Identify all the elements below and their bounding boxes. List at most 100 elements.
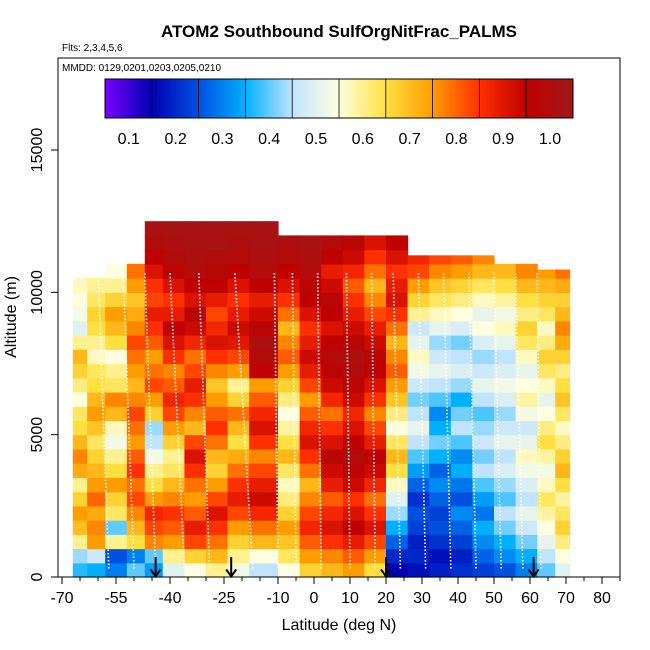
heatmap-cell bbox=[227, 320, 250, 336]
heatmap-cell bbox=[450, 278, 473, 293]
heatmap-cell bbox=[184, 548, 207, 564]
heatmap-cell bbox=[87, 434, 106, 450]
heatmap-cell bbox=[184, 221, 207, 236]
heatmap-cell bbox=[144, 363, 164, 379]
heatmap-cell bbox=[515, 434, 538, 450]
colorbar-tick-label: 1.0 bbox=[539, 131, 561, 148]
heatmap-cell bbox=[342, 477, 365, 493]
heatmap-cell bbox=[515, 292, 538, 308]
flight-traces bbox=[97, 272, 542, 569]
heatmap-cell bbox=[364, 491, 387, 507]
heatmap-cell bbox=[206, 477, 229, 493]
heatmap-cell bbox=[227, 306, 250, 322]
x-tick-label: -10 bbox=[266, 590, 289, 607]
heatmap-cell bbox=[105, 420, 128, 436]
heatmap-cell bbox=[278, 363, 301, 379]
heatmap-cell bbox=[162, 434, 185, 450]
heatmap-cell bbox=[126, 548, 146, 564]
heatmap-cell bbox=[87, 448, 106, 464]
heatmap-cell bbox=[299, 391, 322, 407]
x-tick-label: 60 bbox=[521, 590, 539, 607]
heatmap-cell bbox=[144, 235, 164, 251]
heatmap-cell bbox=[227, 491, 250, 507]
heatmap-cell bbox=[407, 548, 430, 564]
heatmap-cell bbox=[472, 491, 495, 507]
heatmap-cell bbox=[407, 448, 430, 464]
heatmap-cell bbox=[450, 491, 473, 507]
profile-trace bbox=[468, 272, 477, 569]
heatmap-cell bbox=[184, 349, 207, 365]
heatmap-cell bbox=[184, 235, 207, 251]
heatmap-cell bbox=[429, 491, 452, 507]
heatmap-cell bbox=[364, 520, 387, 535]
heatmap-cell bbox=[537, 292, 556, 308]
heatmap-cell bbox=[342, 320, 365, 336]
heatmap-cell bbox=[450, 520, 473, 535]
heatmap-cell bbox=[249, 235, 279, 251]
heatmap-cell bbox=[87, 278, 106, 293]
heatmap-cell bbox=[321, 420, 344, 436]
heatmap-cell bbox=[407, 255, 430, 265]
heatmap-cell bbox=[72, 434, 88, 450]
heatmap-cell bbox=[184, 391, 207, 407]
heatmap-cell bbox=[494, 463, 517, 478]
profile-trace bbox=[291, 272, 297, 569]
heatmap-cell bbox=[537, 448, 556, 464]
heatmap-cell bbox=[537, 391, 556, 407]
heatmap-cell bbox=[72, 534, 88, 550]
heatmap-cell bbox=[278, 306, 301, 322]
heatmap-cell bbox=[494, 520, 517, 535]
heatmap-cell bbox=[450, 263, 473, 279]
heatmap-cell bbox=[364, 448, 387, 464]
heatmap-cell bbox=[144, 292, 164, 308]
heatmap-cell bbox=[206, 278, 229, 293]
heatmap-cell bbox=[162, 249, 185, 265]
heatmap-cell bbox=[126, 520, 146, 535]
heatmap-cell bbox=[472, 263, 495, 279]
flights-note: Flts: 2,3,4,5,6 bbox=[62, 43, 123, 54]
heatmap-cell bbox=[126, 491, 146, 507]
heatmap-cell bbox=[227, 548, 250, 564]
x-tick-label: 70 bbox=[557, 590, 575, 607]
heatmap-cell bbox=[515, 306, 538, 322]
heatmap-cell bbox=[126, 377, 146, 393]
heatmap-cell bbox=[227, 520, 250, 535]
heatmap-cell bbox=[321, 249, 344, 265]
heatmap-cell bbox=[342, 434, 365, 450]
y-axis: 0 5000 10000 15000 bbox=[29, 128, 58, 581]
heatmap-cell bbox=[342, 306, 365, 322]
heatmap-cell bbox=[126, 335, 146, 350]
profile-trace bbox=[273, 272, 279, 569]
heatmap-cell bbox=[227, 463, 250, 478]
heatmap-cell bbox=[515, 534, 538, 550]
heatmap-cell bbox=[515, 335, 538, 350]
heatmap-cell bbox=[342, 377, 365, 393]
heatmap-cell bbox=[342, 420, 365, 436]
heatmap-cell bbox=[249, 320, 279, 336]
heatmap-cell bbox=[184, 406, 207, 422]
heatmap-cell bbox=[429, 448, 452, 464]
heatmap-cell bbox=[386, 391, 409, 407]
heatmap-cell bbox=[537, 534, 556, 550]
heatmap-cell bbox=[515, 505, 538, 521]
profile-trace bbox=[370, 272, 376, 569]
heatmap-cell bbox=[537, 278, 556, 293]
heatmap-cell bbox=[429, 477, 452, 493]
heatmap-cell bbox=[515, 349, 538, 365]
heatmap-cell bbox=[162, 306, 185, 322]
heatmap-cell bbox=[227, 278, 250, 293]
heatmap-cell bbox=[407, 562, 430, 578]
heatmap-cell bbox=[299, 249, 322, 265]
heatmap-cell bbox=[364, 292, 387, 308]
heatmap-cell bbox=[144, 377, 164, 393]
heatmap-cell bbox=[299, 448, 322, 464]
heatmap-cell bbox=[429, 534, 452, 550]
heatmap-cell bbox=[105, 335, 128, 350]
heatmap-cell bbox=[72, 505, 88, 521]
heatmap-cell bbox=[72, 548, 88, 564]
heatmap-cell bbox=[494, 420, 517, 436]
heatmap-cell bbox=[299, 335, 322, 350]
heatmap-cell bbox=[105, 349, 128, 365]
heatmap-cell bbox=[299, 520, 322, 535]
heatmap-cell bbox=[206, 505, 229, 521]
